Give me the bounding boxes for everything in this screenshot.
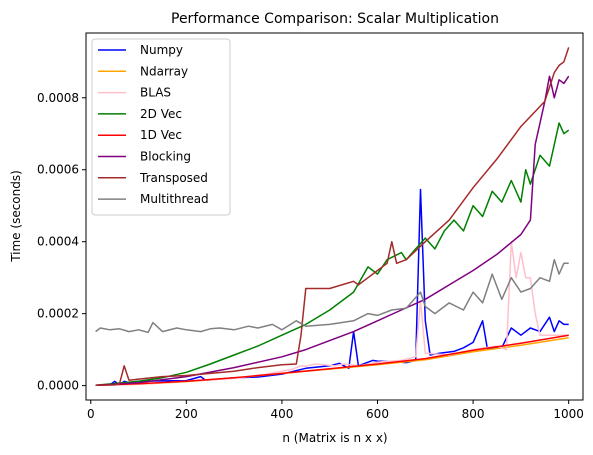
legend-label: 2D Vec <box>140 107 182 121</box>
legend-label: Numpy <box>140 43 183 57</box>
x-axis-label: n (Matrix is n x x) <box>282 431 387 445</box>
y-tick-label: 0.0008 <box>37 91 79 105</box>
series-line-multithread <box>95 258 569 334</box>
x-tick-label: 600 <box>366 407 389 421</box>
chart-title: Performance Comparison: Scalar Multiplic… <box>171 11 499 27</box>
legend-box <box>91 38 231 216</box>
legend-label: Multithread <box>140 192 209 206</box>
legend-label: Ndarray <box>140 64 188 78</box>
legend: Numpy Ndarray BLAS 2D Vec 1D Vec Blocking Tran… <box>91 38 231 216</box>
legend-label: Blocking <box>140 150 191 164</box>
x-tick-label: 0 <box>87 407 95 421</box>
y-tick-label: 0.0002 <box>37 307 79 321</box>
series-line-transposed <box>95 47 570 386</box>
legend-label: 1D Vec <box>140 128 182 142</box>
series-line-ndarray <box>95 337 569 386</box>
y-tick-label: 0.0000 <box>37 379 79 393</box>
ticks-layer: 0 200 400 600 800 1000 0.0000 0.0002 0.0004 0.000… <box>37 91 584 421</box>
x-tick-label: 200 <box>175 407 198 421</box>
series-line-blocking <box>95 75 570 386</box>
series-layer <box>95 47 570 386</box>
legend-label: BLAS <box>140 86 171 100</box>
y-tick-label: 0.0004 <box>37 235 79 249</box>
series-line-blas <box>95 240 569 386</box>
series-line-1d-vec <box>95 334 569 386</box>
x-tick-label: 400 <box>270 407 293 421</box>
y-tick-label: 0.0006 <box>37 163 79 177</box>
x-tick-label: 800 <box>462 407 485 421</box>
x-tick-label: 1000 <box>553 407 584 421</box>
legend-label: Transposed <box>139 171 208 185</box>
y-axis-label: Time (seconds) <box>9 170 23 263</box>
series-line-2d-vec <box>95 122 570 386</box>
plot-frame <box>85 32 584 401</box>
